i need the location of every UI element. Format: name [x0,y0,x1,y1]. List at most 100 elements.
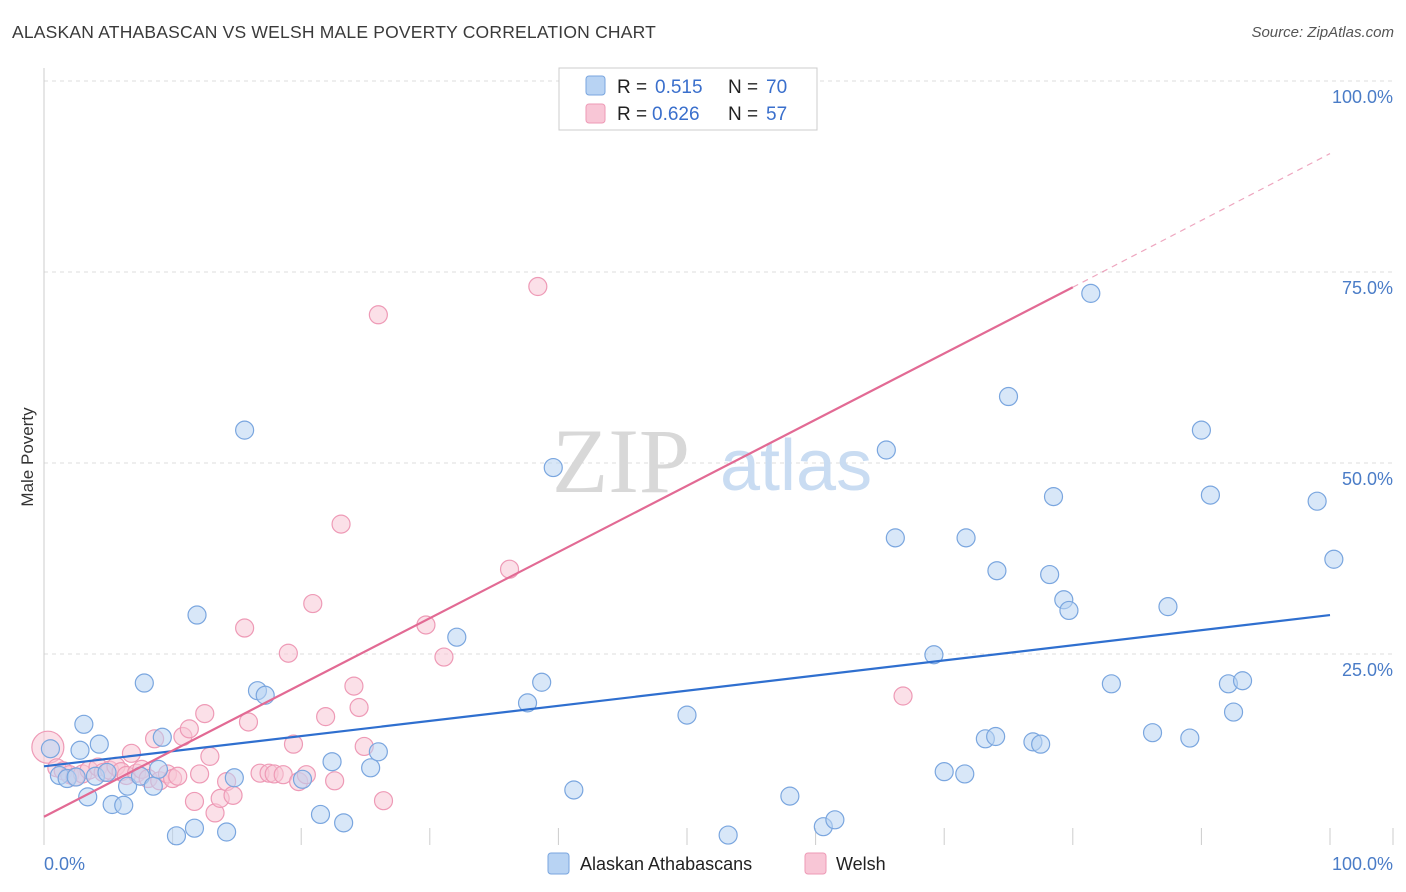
welsh-point [434,647,454,667]
welsh-point [168,766,188,786]
athabascan-point [255,685,275,705]
legend-swatch-welsh [585,103,606,124]
athabascan-trendline [43,613,1331,768]
athabascan-point [956,528,976,548]
welsh-point [893,686,913,706]
welsh-point [179,719,199,739]
correlation-legend: R = 0.515 N = 70 R = 0.626 N = 57 [558,67,818,131]
athabascan-point [1232,671,1253,691]
legend-n-value-1: 70 [766,77,787,98]
athabascan-point [1031,734,1051,754]
athabascan-point [986,726,1006,747]
welsh-point [235,618,255,638]
y-tick-labels: 25.0% 50.0% 75.0% 100.0% [1332,87,1393,680]
athabascan-point [718,825,738,845]
welsh-point [325,771,345,791]
welsh-point [283,734,304,754]
athabascan-point [152,727,172,747]
athabascan-point [134,673,154,693]
legend-r-value-2: 0.626 [652,104,700,125]
athabascan-point [1081,283,1101,303]
athabascan-point [1059,600,1079,621]
bottom-legend-label-welsh: Welsh [836,854,886,874]
athabascan-point [224,768,244,788]
legend-swatch-athabascan [585,75,606,96]
series-legend: Alaskan Athabascans Welsh [547,852,886,875]
athabascan-point [310,804,331,825]
source-credit: Source: ZipAtlas.com [1251,24,1394,41]
legend-r-label-2: R = [617,104,647,125]
welsh-trendline [43,286,1074,818]
athabascan-point [543,457,563,478]
athabascan-point [1040,564,1060,585]
watermark-atlas: atlas [720,426,872,506]
legend-r-label-1: R = [617,77,647,98]
x-tick-labels: 0.0% 100.0% [44,854,1393,874]
welsh-point [190,764,210,784]
athabascan-point [70,740,90,760]
trendlines [43,153,1331,818]
welsh-point [528,276,548,297]
y-tick-label-0: 25.0% [1342,660,1393,680]
athabascan-point [532,672,552,692]
athabascan-point [334,813,354,833]
athabascan-point [217,822,237,842]
welsh-point [416,615,436,635]
athabascan-point [40,739,61,759]
legend-n-label-1: N = [728,77,758,98]
athabascan-point [184,818,205,838]
gridlines [44,80,1393,655]
athabascan-point [1324,549,1344,569]
athabascan-point [564,780,584,800]
x-tick-label-min: 0.0% [44,854,85,874]
welsh-point [223,785,243,805]
athabascan-point [322,752,342,772]
x-tick-label-max: 100.0% [1332,854,1393,874]
welsh-point [499,559,520,579]
y-axis-title: Male Poverty [18,407,37,507]
athabascan-point [97,762,117,783]
welsh-point [368,305,388,325]
welsh-point [373,791,394,811]
athabascan-point [1307,491,1327,511]
welsh-point [195,703,215,724]
watermark-zip: ZIP [552,410,690,512]
axes [43,68,1394,845]
welsh-point [121,743,142,763]
bottom-legend-swatch-athabascan [547,852,570,875]
bottom-legend-label-athabascan: Alaskan Athabascans [580,854,752,874]
athabascan-point [955,764,975,784]
athabascan-point [987,561,1007,581]
athabascan-point [677,705,697,725]
athabascan-point [143,776,163,796]
welsh-point [303,593,323,614]
athabascan-point [114,795,134,815]
athabascan-point [368,742,388,762]
y-tick-label-2: 75.0% [1342,278,1393,298]
athabascan-point [1200,485,1221,505]
welsh-point [344,676,364,696]
athabascan-point [1191,420,1212,440]
legend-n-label-2: N = [728,104,758,125]
athabascan-point [998,386,1019,407]
athabascan-point [89,734,109,754]
athabascan-point [1223,702,1244,722]
legend-n-value-2: 57 [766,104,787,125]
y-tick-label-1: 50.0% [1342,469,1393,489]
athabascan-point [166,826,187,846]
welsh-trendline-extension [1072,153,1331,288]
athabascan-point [1043,487,1064,507]
welsh-point [349,697,369,718]
athabascan-point [235,420,255,440]
welsh-point [184,791,205,812]
welsh-point [331,514,351,534]
welsh-point [278,643,298,663]
athabascan-point [361,758,381,778]
athabascan-points [40,283,1344,846]
athabascan-point [148,759,169,779]
bottom-legend-swatch-welsh [804,852,827,875]
athabascan-point [517,693,538,713]
chart-title: ALASKAN ATHABASCAN VS WELSH MALE POVERTY… [12,22,657,42]
athabascan-point [117,776,138,796]
